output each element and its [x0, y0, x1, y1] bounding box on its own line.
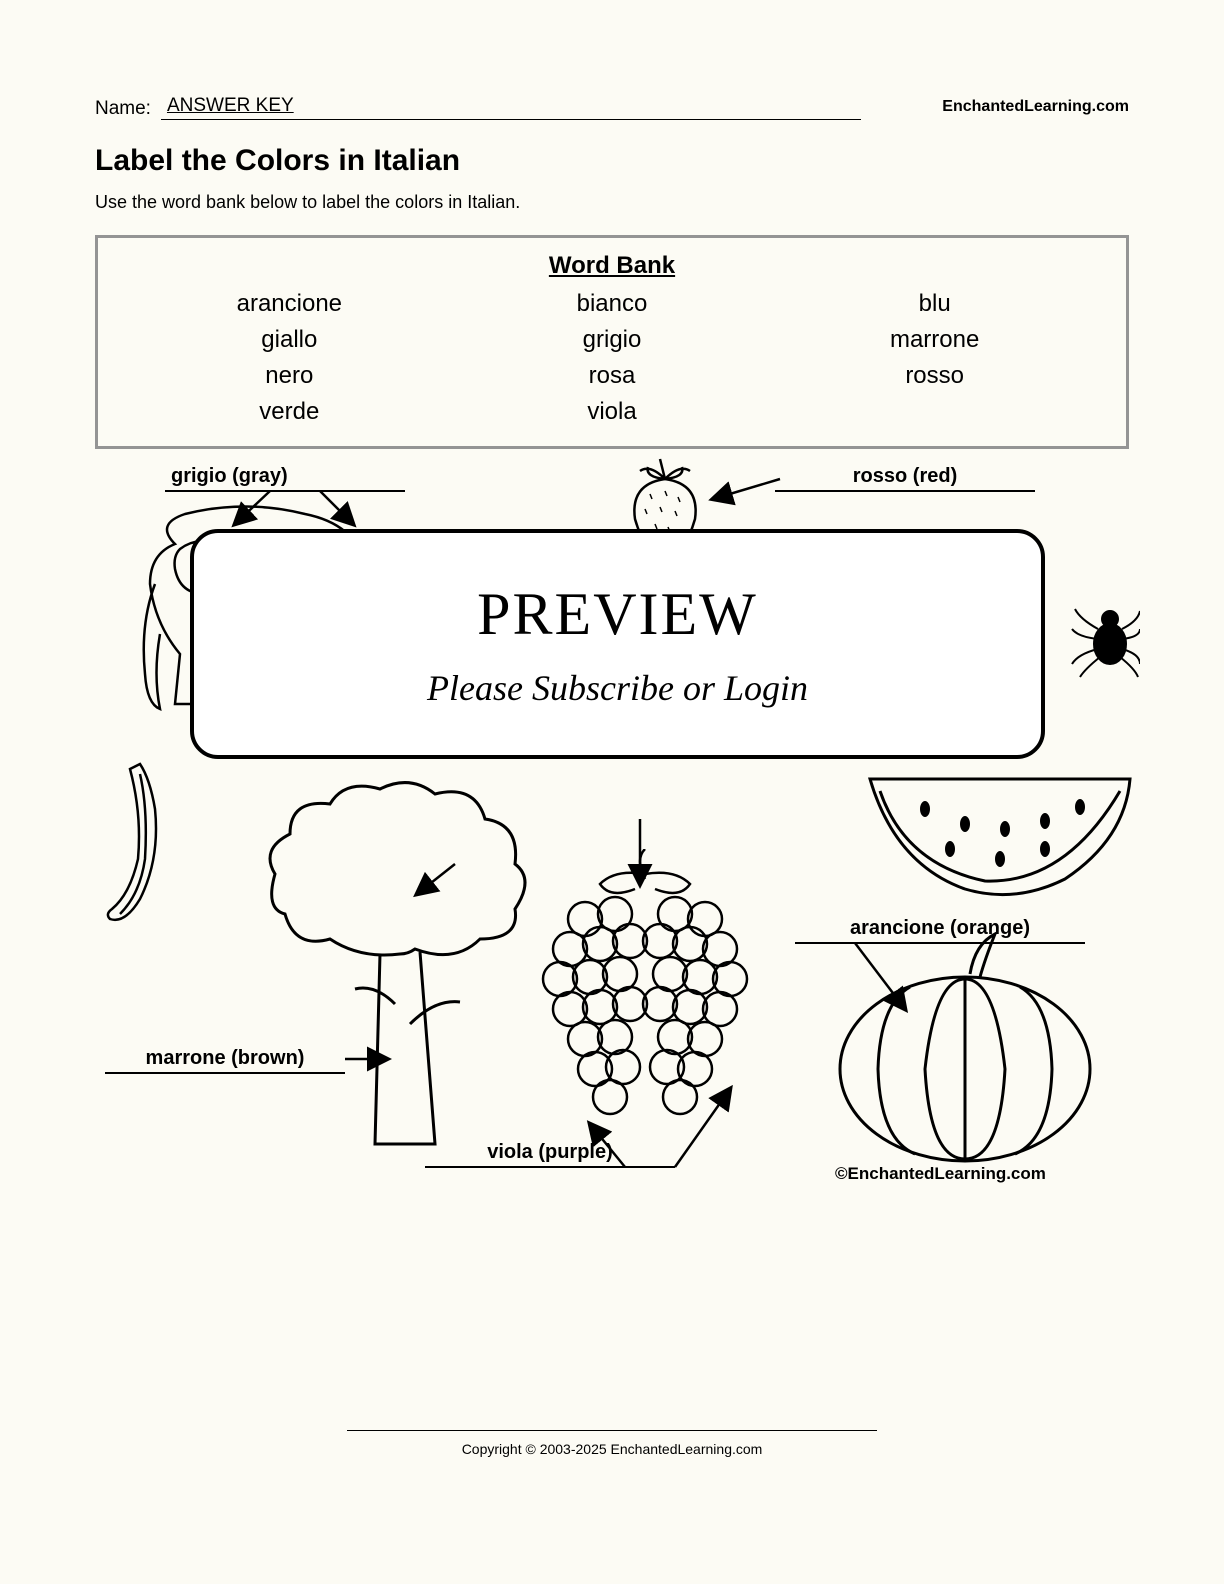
instructions-text: Use the word bank below to label the col…	[95, 192, 1129, 213]
footer-copyright: Copyright © 2003-2025 EnchantedLearning.…	[0, 1441, 1224, 1457]
word-bank-item: giallo	[128, 326, 451, 354]
footer: Copyright © 2003-2025 EnchantedLearning.…	[0, 1430, 1224, 1457]
word-bank-title: Word Bank	[128, 252, 1096, 280]
word-bank-item: rosso	[773, 362, 1096, 390]
word-bank-item: verde	[128, 398, 451, 426]
word-bank-grid: arancione bianco blu giallo grigio marro…	[128, 290, 1096, 426]
name-block: Name: ANSWER KEY	[95, 95, 861, 120]
word-bank-item: blu	[773, 290, 1096, 318]
header-row: Name: ANSWER KEY EnchantedLearning.com	[95, 95, 1129, 120]
word-bank-item: arancione	[128, 290, 451, 318]
preview-title: PREVIEW	[477, 580, 758, 649]
word-bank-item: bianco	[451, 290, 774, 318]
footer-divider	[347, 1430, 877, 1431]
word-bank: Word Bank arancione bianco blu giallo gr…	[95, 235, 1129, 449]
brand-text: EnchantedLearning.com	[942, 98, 1129, 120]
worksheet-page: Name: ANSWER KEY EnchantedLearning.com L…	[95, 95, 1129, 1189]
preview-subtitle: Please Subscribe or Login	[427, 667, 808, 709]
diagram-area: grigio (gray) rosso (red) arancione (ora…	[95, 469, 1129, 1189]
word-bank-item: marrone	[773, 326, 1096, 354]
worksheet-title: Label the Colors in Italian	[95, 144, 1129, 178]
word-bank-item: nero	[128, 362, 451, 390]
word-bank-item: rosa	[451, 362, 774, 390]
name-label: Name:	[95, 98, 151, 120]
word-bank-item: viola	[451, 398, 774, 426]
preview-overlay: PREVIEW Please Subscribe or Login	[190, 529, 1045, 759]
word-bank-item: grigio	[451, 326, 774, 354]
name-value: ANSWER KEY	[161, 95, 861, 120]
